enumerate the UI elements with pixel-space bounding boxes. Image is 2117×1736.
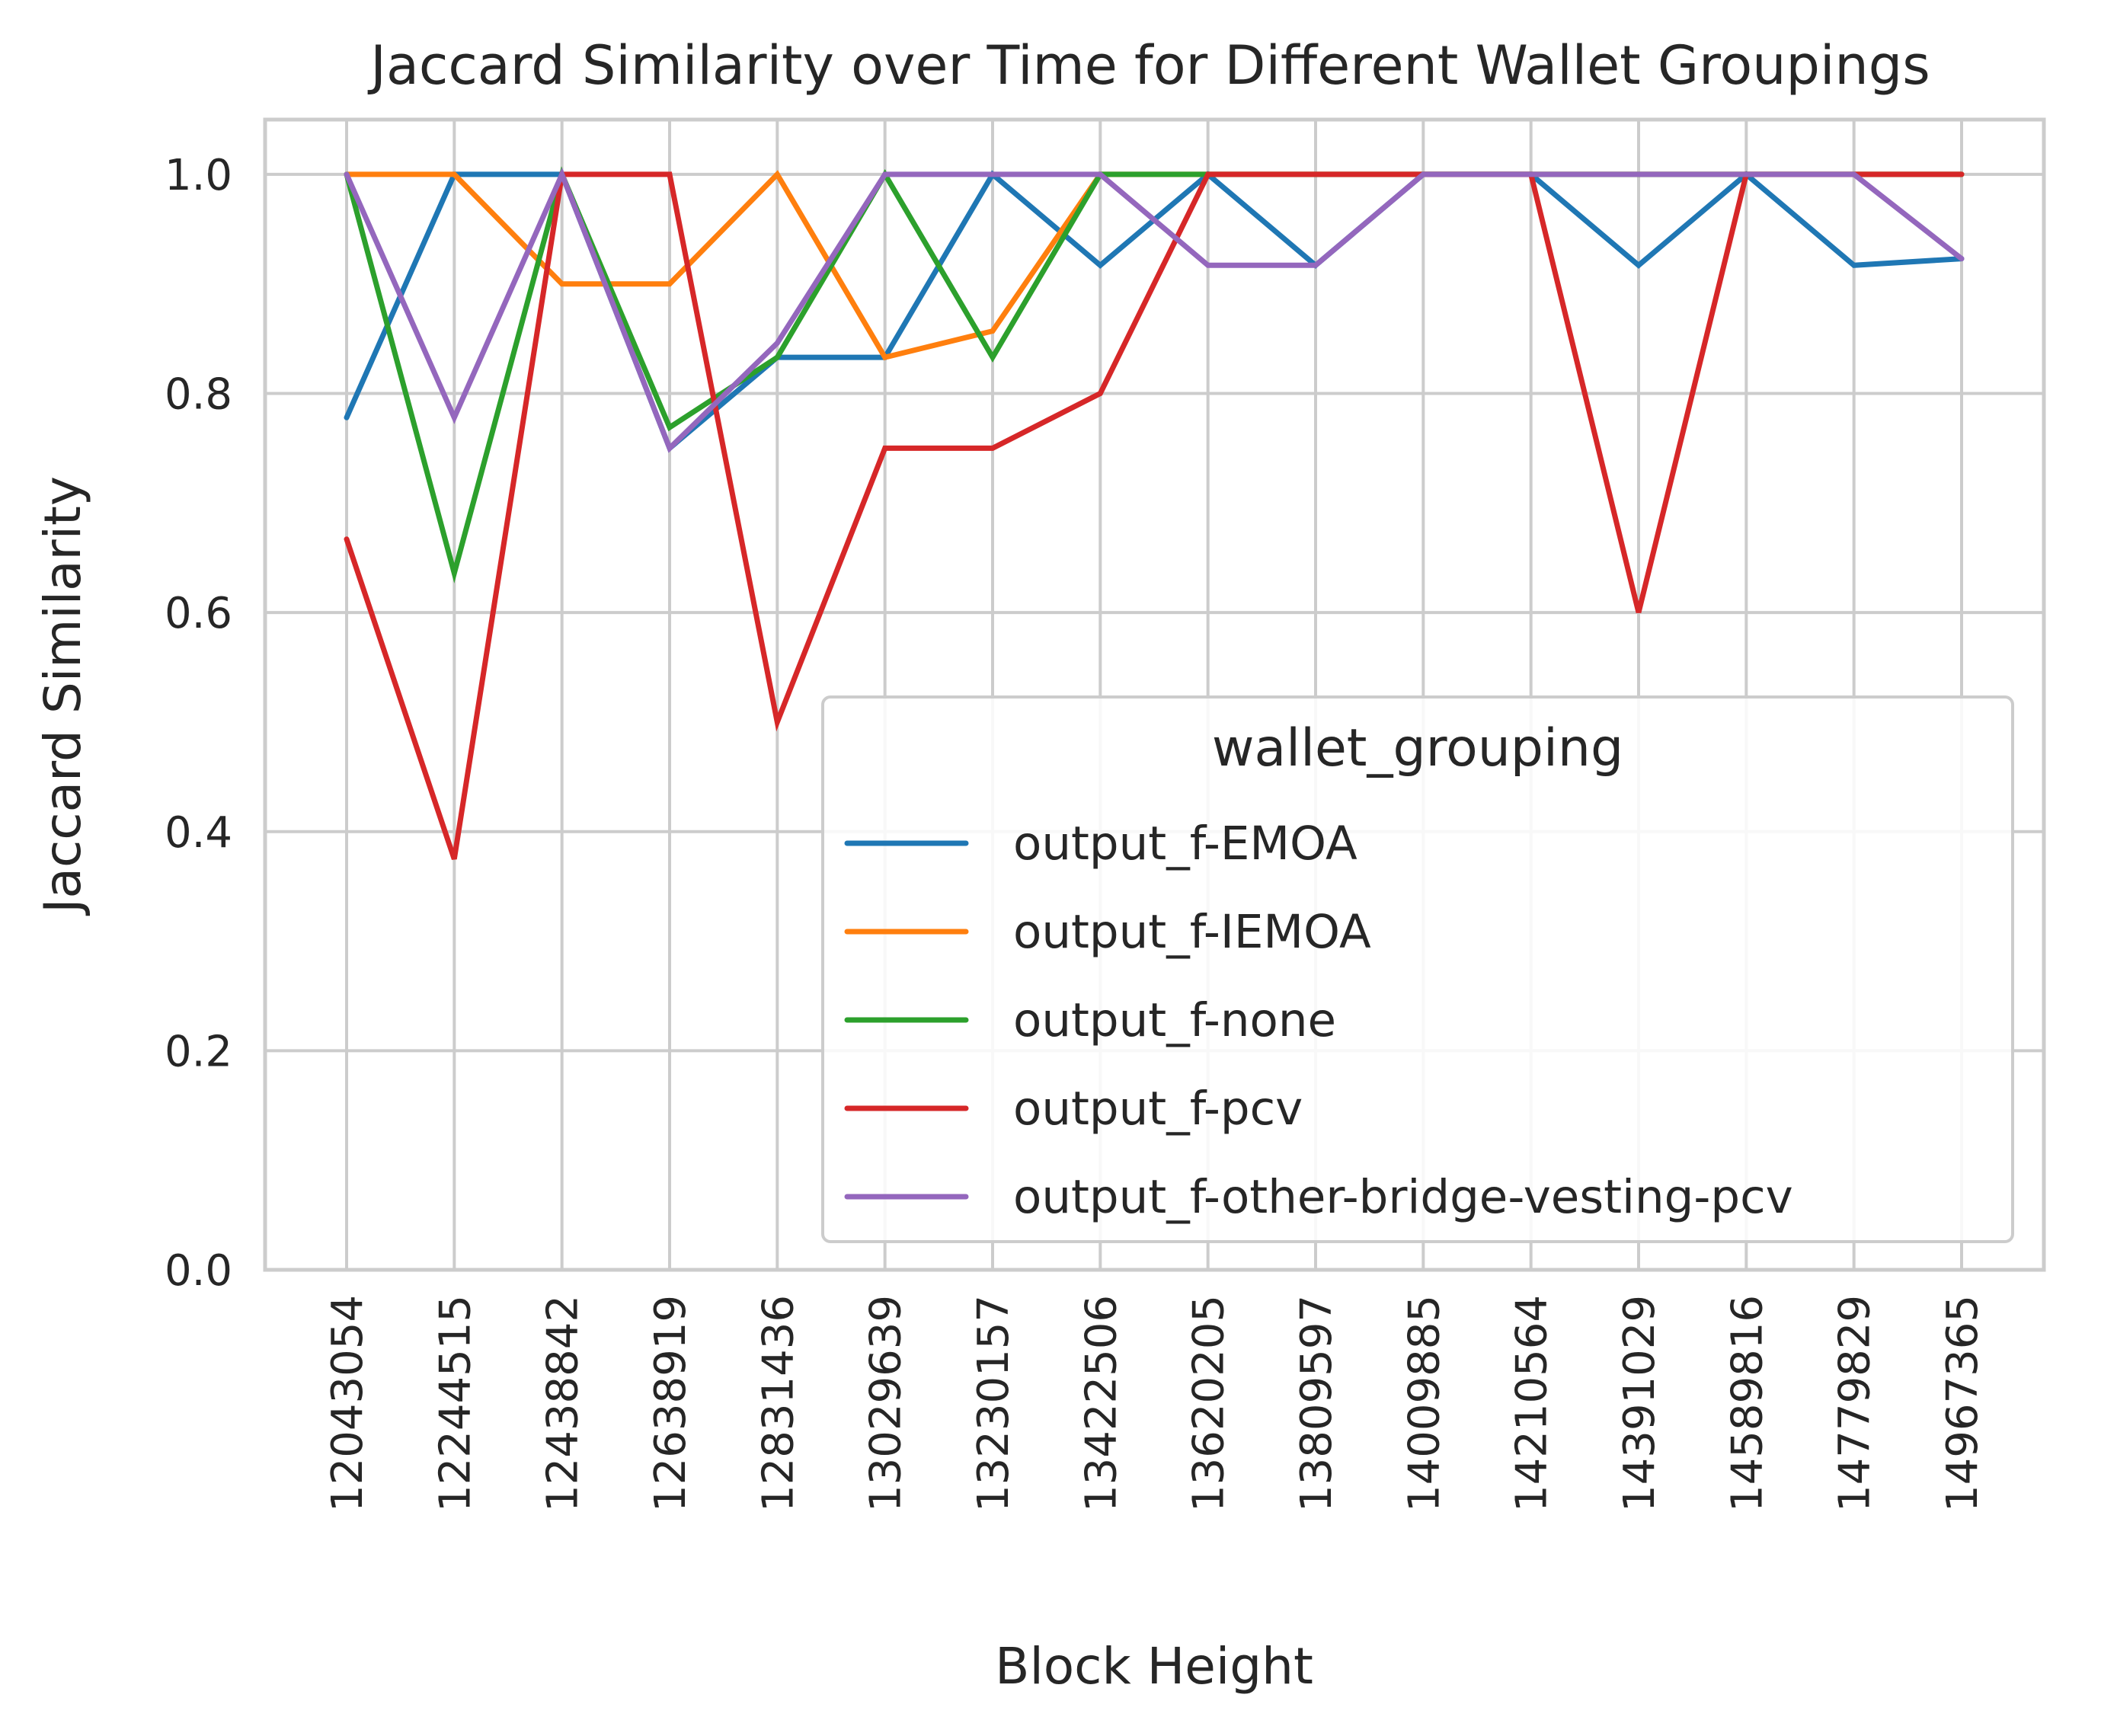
x-tick-label: 14210564 xyxy=(1508,1295,1557,1512)
y-tick-label: 0.0 xyxy=(165,1246,232,1296)
legend-title: wallet_grouping xyxy=(1212,718,1623,778)
legend: wallet_grouping output_f-EMOA output_f-IE… xyxy=(821,695,2014,1243)
chart-title: Jaccard Similarity over Time for Differe… xyxy=(367,34,1930,97)
x-tick-label: 12043054 xyxy=(323,1295,373,1512)
legend-label: output_f-EMOA xyxy=(1013,817,1358,871)
y-tick-label: 0.8 xyxy=(165,370,232,420)
y-tick-labels: 0.0 0.2 0.4 0.6 0.8 1.0 xyxy=(165,151,232,1296)
x-tick-label: 12244515 xyxy=(430,1295,480,1512)
x-tick-label: 14009885 xyxy=(1399,1295,1449,1512)
x-tick-label: 14391029 xyxy=(1615,1295,1664,1512)
x-tick-label: 12438842 xyxy=(539,1295,588,1512)
x-tick-label: 14589816 xyxy=(1722,1295,1772,1512)
legend-label: output_f-none xyxy=(1013,993,1336,1047)
series-lines xyxy=(344,166,1965,860)
legend-box xyxy=(821,695,2014,1243)
y-tick-label: 0.2 xyxy=(165,1027,232,1076)
y-tick-label: 0.6 xyxy=(165,589,232,638)
legend-entries: output_f-EMOA output_f-IEMOA output_f-none… xyxy=(844,817,1793,1224)
legend-label: output_f-IEMOA xyxy=(1013,905,1371,959)
x-tick-label: 13230157 xyxy=(969,1295,1019,1512)
series-line-5 xyxy=(344,167,1965,453)
y-axis-label: Jaccard Similarity xyxy=(34,476,92,916)
x-tick-labels: 12043054 12244515 12438842 12638919 12831436… xyxy=(323,1295,1987,1512)
legend-label: output_f-other-bridge-vesting-pcv xyxy=(1013,1170,1793,1224)
plot-frame xyxy=(263,117,2046,1272)
x-tick-label: 14779829 xyxy=(1831,1295,1880,1512)
legend-label: output_f-pcv xyxy=(1013,1082,1303,1136)
y-tick-label: 0.4 xyxy=(165,808,232,858)
x-tick-label: 13620205 xyxy=(1185,1295,1234,1512)
y-tick-label: 1.0 xyxy=(165,151,232,200)
x-tick-label: 13029639 xyxy=(862,1295,911,1512)
x-tick-label: 13809597 xyxy=(1292,1295,1342,1512)
x-axis-label: Block Height xyxy=(995,1637,1313,1696)
x-tick-label: 13422506 xyxy=(1076,1295,1126,1512)
x-tick-label: 12638919 xyxy=(646,1295,696,1512)
x-tick-label: 12831436 xyxy=(753,1295,803,1512)
series-line-4 xyxy=(344,171,1965,860)
x-tick-label: 14967365 xyxy=(1938,1295,1987,1512)
